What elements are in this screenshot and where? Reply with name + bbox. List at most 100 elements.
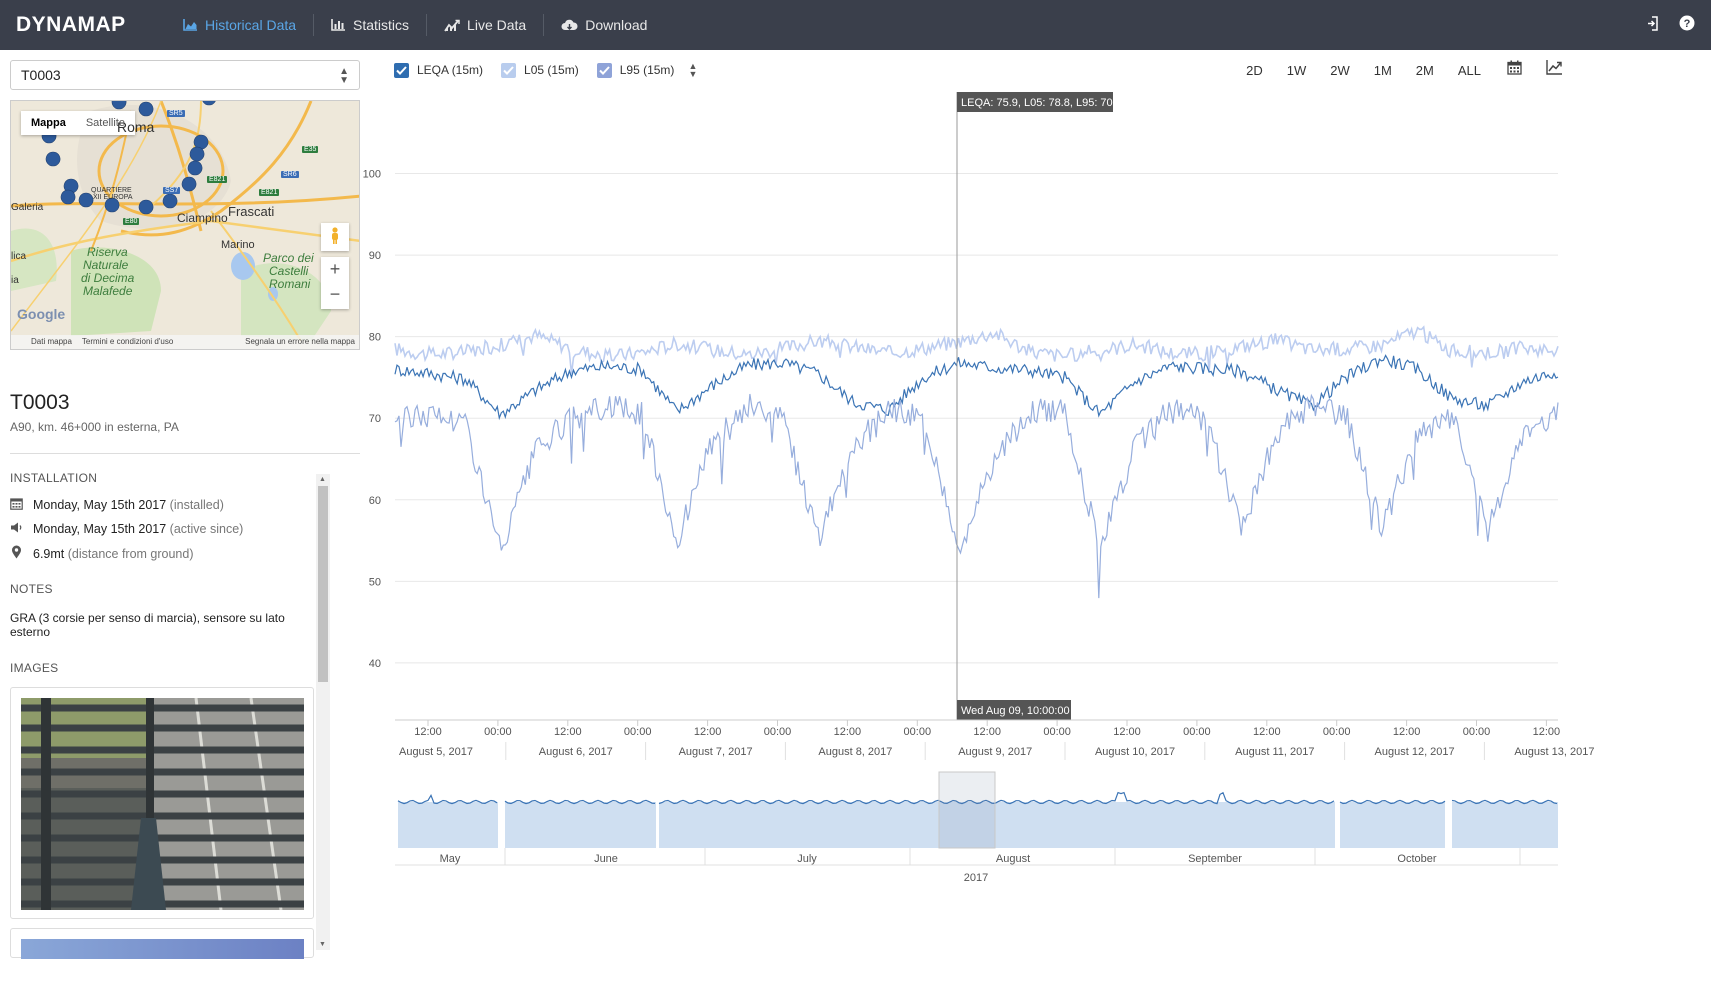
help-icon[interactable]: ? <box>1679 15 1695 35</box>
nav-label: Live Data <box>467 17 527 33</box>
station-image-card[interactable] <box>10 928 314 959</box>
road-badge: SR5 <box>167 110 185 117</box>
navigator-line <box>1339 799 1446 805</box>
map-label-marino: Marino <box>221 239 255 251</box>
divider <box>10 453 360 454</box>
sensor-height: 6.9mt <box>33 546 65 561</box>
x-label-text: Wed Aug 09, 10:00:00 <box>961 705 1070 717</box>
series-toggle-label: LEQA (15m) <box>417 63 484 77</box>
range-1m-button[interactable]: 1M <box>1373 62 1392 78</box>
main-nav: Historical Data Statistics Live Data Dow… <box>166 0 664 50</box>
station-photo[interactable] <box>21 939 304 959</box>
range-1w-button[interactable]: 1W <box>1286 62 1307 78</box>
street-view-pegman-icon[interactable] <box>321 223 349 251</box>
station-map[interactable]: Mappa Satellite Roma QUARTIERE XII EUROP… <box>10 100 360 350</box>
nav-download[interactable]: Download <box>544 14 664 36</box>
chart-options-icon[interactable] <box>1546 60 1562 80</box>
series-sort-icon[interactable]: ▲ ▼ <box>688 61 698 79</box>
map-tab-mappa[interactable]: Mappa <box>31 117 66 129</box>
map-footer-data[interactable]: Dati mappa <box>31 337 72 346</box>
sensor-height-note: (distance from ground) <box>67 546 194 561</box>
map-zoom-control: + − <box>321 257 349 309</box>
map-label-malafede: Malafede <box>83 284 133 298</box>
x-date-label: August 12, 2017 <box>1375 746 1455 758</box>
checkbox-checked-icon[interactable] <box>596 62 612 78</box>
map-label-ciampino: Ciampino <box>177 211 228 225</box>
checkbox-checked-icon[interactable] <box>501 62 517 78</box>
map-tab-satellite[interactable]: Satellite <box>85 117 125 129</box>
map-label-roma: Roma <box>117 119 155 135</box>
series-toggle-l95[interactable]: L95 (15m) <box>596 62 674 78</box>
navigator-month-label: July <box>797 853 817 865</box>
station-image-card[interactable] <box>10 687 314 919</box>
info-scrollbar[interactable]: ▲ ▼ <box>316 474 330 950</box>
nav-live-data[interactable]: Live Data <box>427 14 545 36</box>
x-time-label: 00:00 <box>484 726 512 738</box>
active-date: Monday, May 15th 2017 <box>33 522 167 536</box>
top-navbar: DYNAMAP Historical Data Statistics Live … <box>0 0 1711 50</box>
zoom-in-icon[interactable]: + <box>329 259 341 279</box>
range-navigator: May June July August September October 2017 <box>395 771 1558 884</box>
map-label-ia: ia <box>11 275 19 286</box>
station-title: T0003 <box>10 391 70 414</box>
station-photo[interactable] <box>21 698 304 910</box>
navigator-area <box>1452 802 1558 848</box>
scrollbar-thumb[interactable] <box>318 486 328 682</box>
range-all-button[interactable]: ALL <box>1457 62 1481 78</box>
navigator-line <box>1451 799 1558 805</box>
logout-icon[interactable] <box>1647 15 1659 35</box>
calendar-icon[interactable] <box>1507 60 1522 80</box>
map-label-quartiere: QUARTIERE <box>91 187 132 194</box>
x-time-label: 12:00 <box>834 726 862 738</box>
active-note: (active since) <box>169 522 244 536</box>
range-2m-button[interactable]: 2M <box>1415 62 1434 78</box>
x-time-label: 12:00 <box>973 726 1001 738</box>
x-date-label: August 9, 2017 <box>958 746 1032 758</box>
station-select[interactable]: T0003 ▲ ▼ <box>10 60 360 90</box>
area-chart-icon <box>183 19 198 31</box>
active-row: Monday, May 15th 2017 (active since) <box>10 521 243 537</box>
station-select-value: T0003 <box>21 67 61 83</box>
notes-text: GRA (3 corsie per senso di marcia), sens… <box>10 611 285 639</box>
select-caret-icon: ▲ ▼ <box>339 66 349 86</box>
checkbox-checked-icon[interactable] <box>394 62 409 78</box>
scroll-up-icon[interactable]: ▲ <box>319 476 326 483</box>
map-label-riserva: Riserva <box>87 245 128 259</box>
range-2d-button[interactable]: 2D <box>1246 62 1263 78</box>
scroll-down-icon[interactable]: ▼ <box>319 941 326 948</box>
series-toggle-leqa[interactable]: LEQA (15m) <box>394 62 484 78</box>
series-toggle-label: L05 (15m) <box>524 63 579 77</box>
installation-heading: INSTALLATION <box>10 471 98 485</box>
x-time-label: 00:00 <box>624 726 652 738</box>
range-2w-button[interactable]: 2W <box>1330 62 1350 78</box>
navigator-month-label: October <box>1397 853 1436 865</box>
road-badge: E35 <box>302 146 319 153</box>
tooltip-box <box>957 92 1113 112</box>
nav-statistics[interactable]: Statistics <box>314 14 428 36</box>
road-badge: E80 <box>123 218 140 225</box>
nav-historical-data[interactable]: Historical Data <box>166 14 315 36</box>
nav-label: Statistics <box>353 17 410 33</box>
zoom-out-icon[interactable]: − <box>329 284 341 304</box>
x-time-label: 00:00 <box>904 726 932 738</box>
x-label-box <box>957 700 1071 720</box>
nav-label: Historical Data <box>205 17 297 33</box>
noise-level-chart[interactable]: 40 50 60 70 80 90 100 LEQA: 75.9, L05: 78.8, L9… <box>355 88 1615 988</box>
map-footer-report[interactable]: Segnala un errore nella mappa <box>245 337 355 346</box>
x-time-label: 00:00 <box>1463 726 1491 738</box>
crosshair-tooltip: LEQA: 75.9, L05: 78.8, L95: 70.7 <box>957 92 1122 112</box>
x-time-label: 12:00 <box>1393 726 1421 738</box>
chart-toolbar: LEQA (15m) L05 (15m) L95 (15m) ▲ ▼ 2D 1W … <box>394 58 1562 82</box>
navigator-line <box>504 799 656 805</box>
crosshair-x-label: Wed Aug 09, 10:00:00 <box>957 700 1071 720</box>
map-label-romani: Romani <box>269 277 311 291</box>
x-date-label: August 10, 2017 <box>1095 746 1175 758</box>
map-footer-terms[interactable]: Termini e condizioni d'uso <box>81 337 174 346</box>
series-line-leqa <box>394 354 1559 421</box>
y-tick-label: 40 <box>369 658 381 670</box>
station-subtitle: A90, km. 46+000 in esterna, PA <box>10 420 179 434</box>
series-toggle-l05[interactable]: L05 (15m) <box>501 62 579 78</box>
brand-logo[interactable]: DYNAMAP <box>16 13 126 36</box>
map-label-frascati: Frascati <box>228 204 275 219</box>
y-tick-label: 50 <box>369 576 381 588</box>
